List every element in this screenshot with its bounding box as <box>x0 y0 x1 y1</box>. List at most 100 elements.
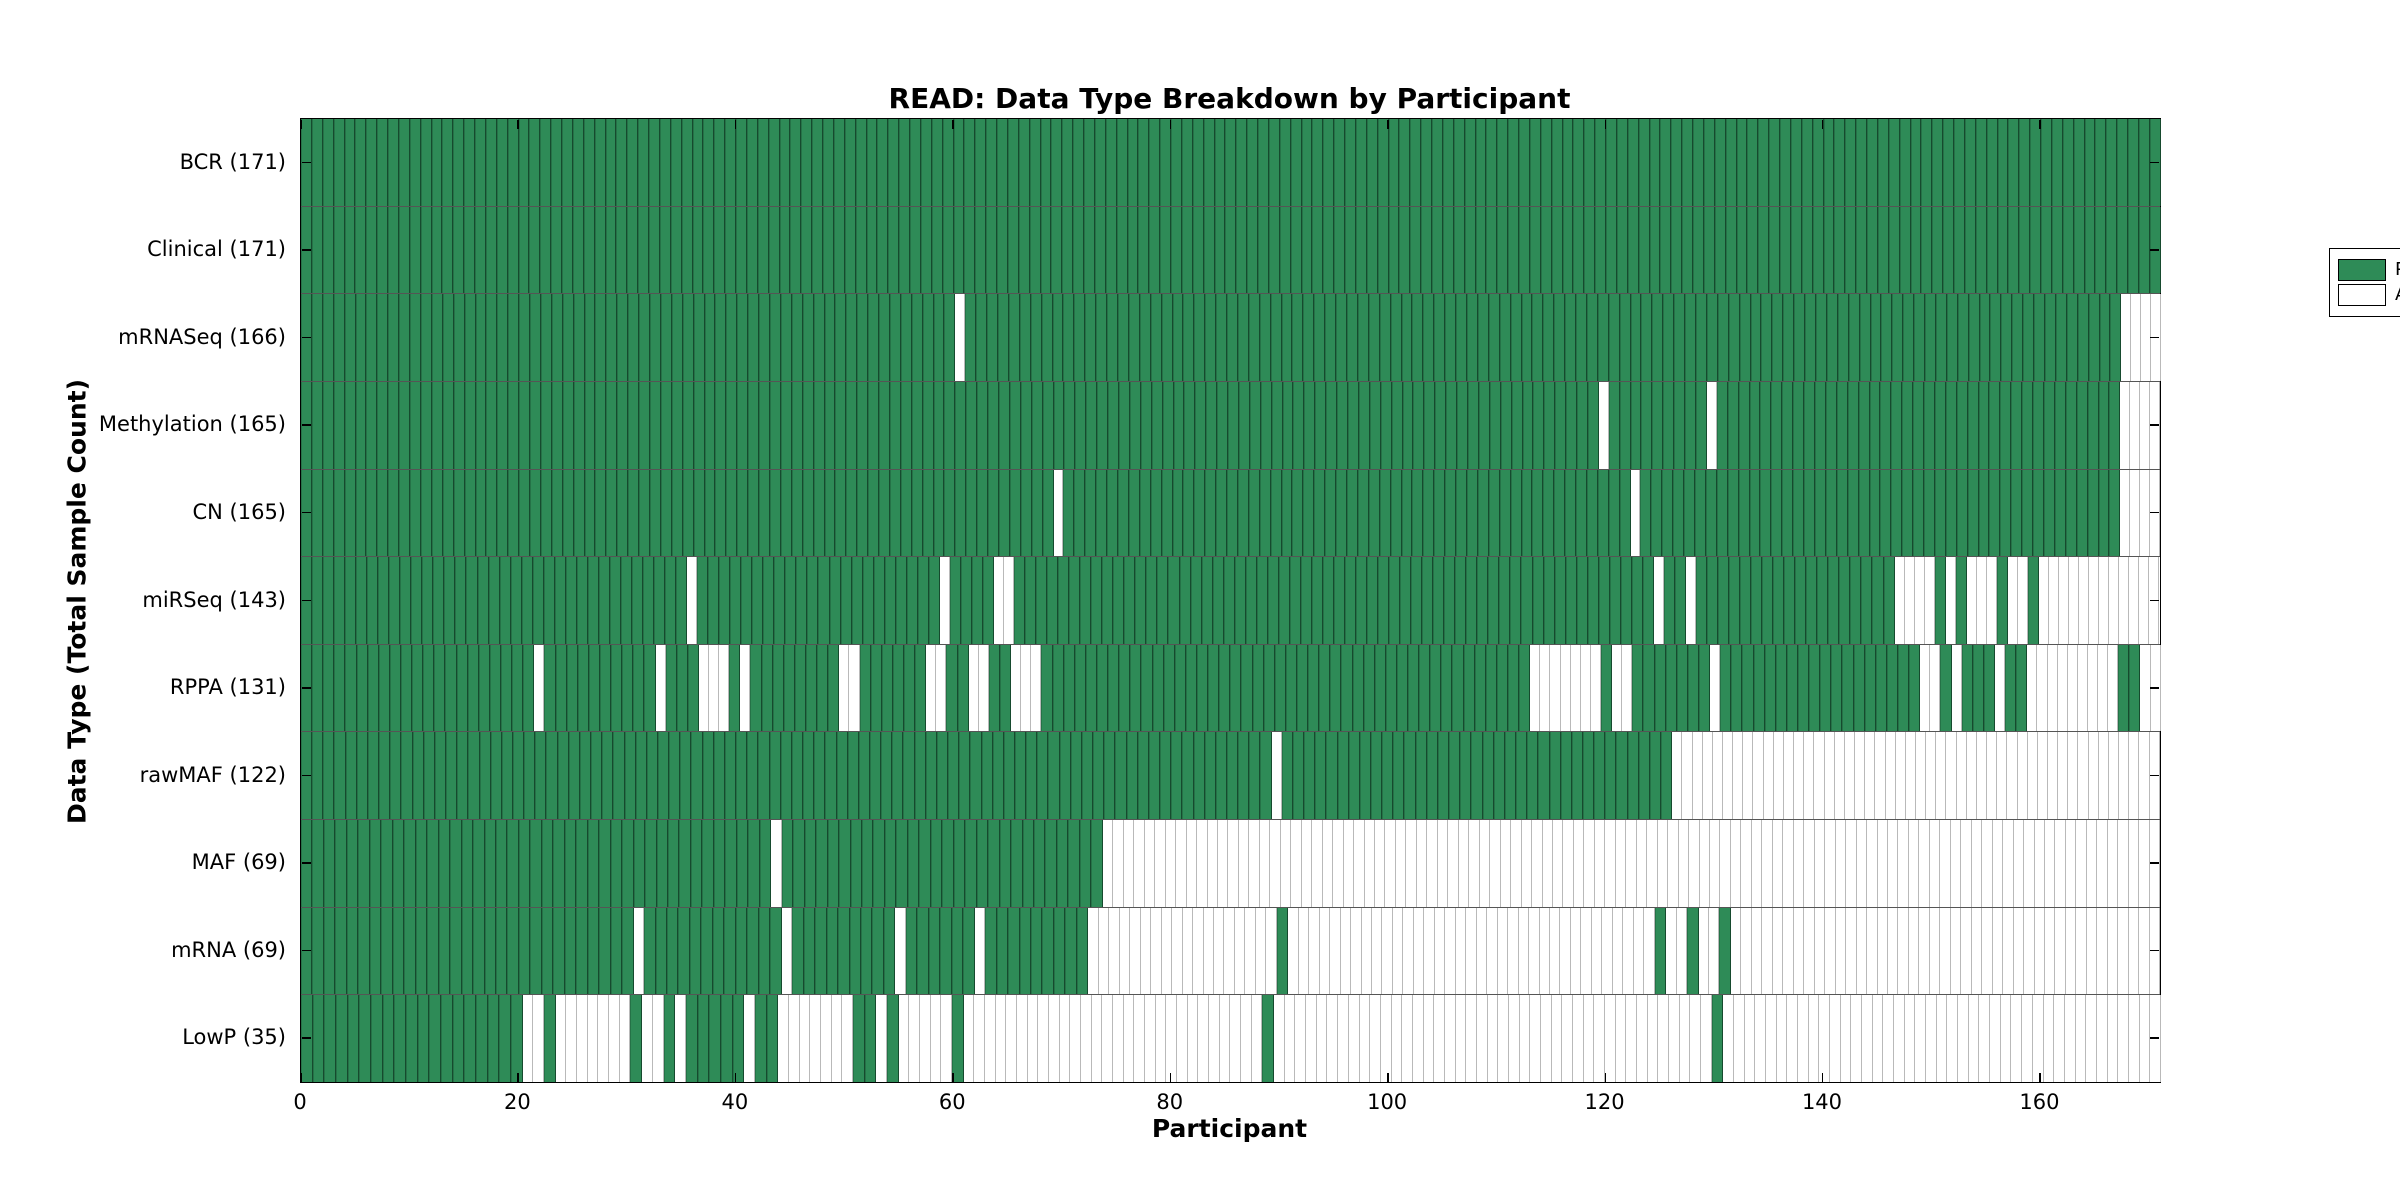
cell <box>1085 294 1097 381</box>
cell <box>1227 469 1238 557</box>
cell <box>1105 206 1117 294</box>
cell <box>1573 119 1585 206</box>
cell <box>999 469 1010 557</box>
cell <box>1171 119 1182 206</box>
cell <box>1530 995 1541 1083</box>
cell <box>1594 995 1605 1083</box>
cell <box>1496 644 1509 732</box>
cell <box>1709 907 1720 995</box>
cell <box>1696 381 1707 469</box>
cell <box>377 119 388 206</box>
cell <box>1359 732 1371 820</box>
cell <box>2054 381 2066 469</box>
cell <box>879 469 890 557</box>
cell <box>940 907 952 995</box>
cell <box>884 820 897 907</box>
cell <box>1636 820 1648 907</box>
cell <box>1385 644 1397 732</box>
cell <box>1532 557 1544 644</box>
cell <box>367 732 380 820</box>
cell <box>453 469 465 557</box>
cell <box>1978 469 1990 557</box>
cell <box>639 381 650 469</box>
cell <box>507 907 519 995</box>
cell <box>1825 820 1836 907</box>
cell <box>1532 820 1543 907</box>
cell <box>2044 381 2055 469</box>
cell <box>660 381 672 469</box>
cell <box>986 119 997 206</box>
cell <box>1716 469 1728 557</box>
axis-tick <box>2150 511 2159 514</box>
cell <box>322 119 334 206</box>
cell <box>685 995 698 1083</box>
cell <box>1432 206 1443 294</box>
cell <box>827 820 840 907</box>
cell <box>388 381 400 469</box>
cell <box>1445 294 1457 381</box>
cell <box>595 469 607 557</box>
cell <box>1533 381 1545 469</box>
cell <box>1804 820 1815 907</box>
axis-tick <box>301 599 311 601</box>
cell <box>835 294 847 381</box>
cell <box>1853 644 1865 732</box>
cell <box>1259 469 1271 557</box>
cell <box>562 294 574 381</box>
cell <box>877 206 889 294</box>
cell <box>910 206 921 294</box>
cell <box>1161 294 1173 381</box>
cell <box>1030 294 1042 381</box>
cell <box>1500 820 1512 907</box>
cell <box>1241 995 1252 1083</box>
cell <box>1098 907 1110 995</box>
cell <box>823 119 834 206</box>
cell <box>2128 907 2140 995</box>
axis-tick <box>301 774 311 777</box>
cell <box>1794 732 1805 820</box>
cell <box>1562 995 1573 1083</box>
cell <box>812 206 823 294</box>
cell <box>693 381 705 469</box>
cell <box>1281 732 1293 820</box>
cell <box>761 644 773 732</box>
cell <box>2013 907 2025 995</box>
cell <box>2068 732 2079 820</box>
cell <box>631 557 643 644</box>
cell <box>986 206 997 294</box>
cell <box>889 381 901 469</box>
cell <box>665 644 677 732</box>
cell <box>2084 206 2096 294</box>
y-tick-label: RPPA (131) <box>169 675 286 700</box>
cell <box>312 907 324 995</box>
cell <box>1951 644 1962 732</box>
cell <box>1727 469 1739 557</box>
cell <box>312 820 324 907</box>
cell <box>1401 469 1413 557</box>
cell <box>1107 294 1118 381</box>
cell <box>554 557 566 644</box>
cell <box>1412 469 1424 557</box>
cell <box>1936 995 1948 1083</box>
cell <box>770 907 782 995</box>
cell <box>1739 294 1751 381</box>
cell <box>763 557 775 644</box>
cell <box>1685 557 1696 644</box>
cell <box>543 557 555 644</box>
axis-tick <box>1604 119 1607 129</box>
cell <box>1576 469 1587 557</box>
cell <box>2089 557 2100 644</box>
cell <box>2041 206 2052 294</box>
cell <box>780 294 792 381</box>
cell <box>1877 206 1889 294</box>
cell <box>1519 644 1531 732</box>
cell <box>1627 206 1639 294</box>
cell <box>1761 294 1773 381</box>
cell <box>2099 294 2111 381</box>
y-tick-label: miRSeq (143) <box>142 587 286 612</box>
cell <box>628 294 640 381</box>
cell <box>446 732 458 820</box>
cell <box>1685 294 1696 381</box>
cell <box>1702 732 1713 820</box>
cell <box>1453 206 1465 294</box>
